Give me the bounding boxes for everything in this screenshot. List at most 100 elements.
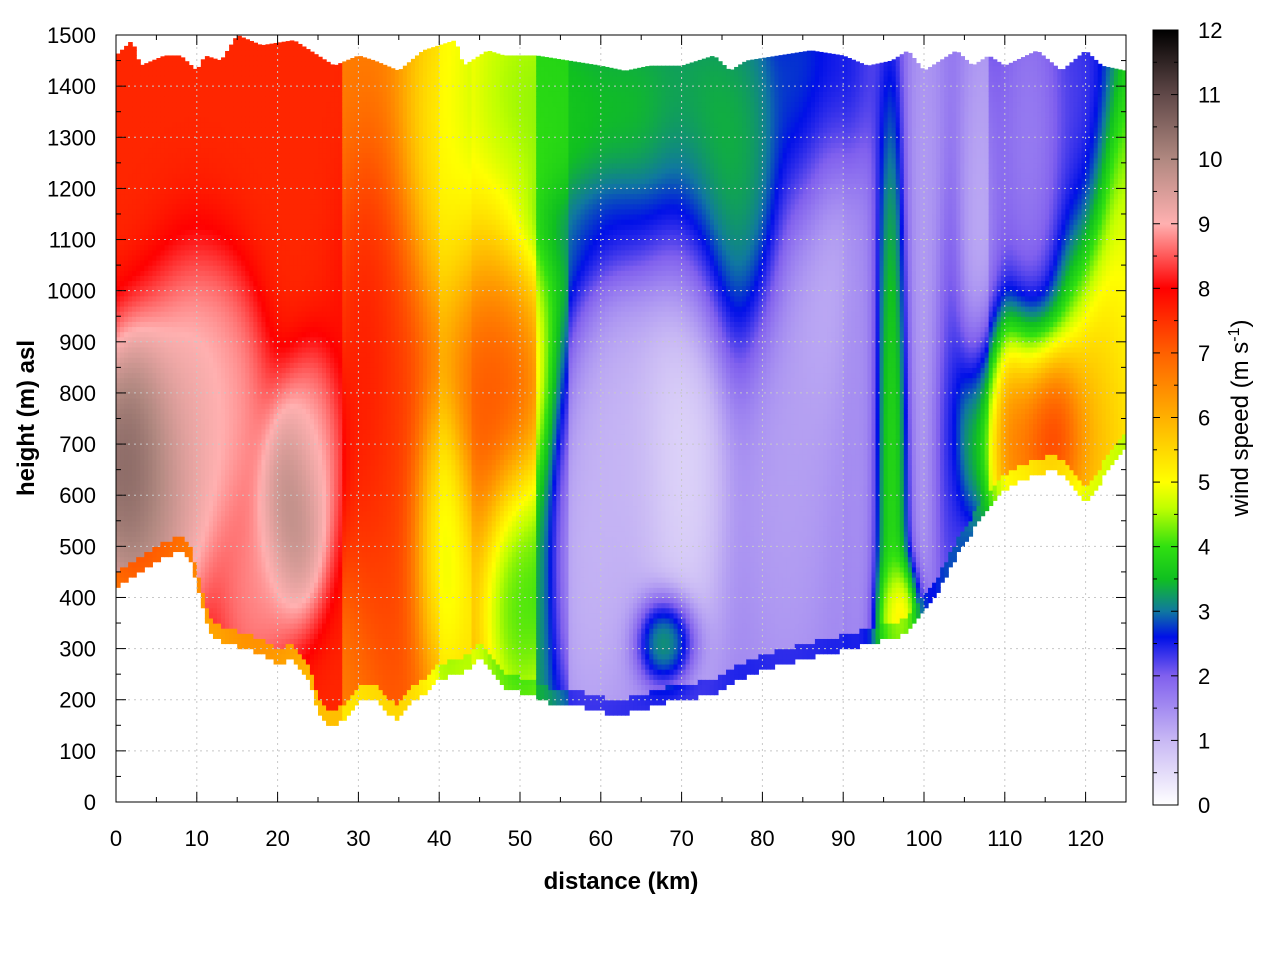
- heatmap-cell: [265, 424, 270, 430]
- heatmap-cell: [233, 383, 238, 389]
- heatmap-cell: [233, 199, 238, 205]
- heatmap-cell: [257, 107, 262, 113]
- heatmap-cell: [213, 255, 218, 261]
- heatmap-cell: [225, 362, 230, 368]
- heatmap-cell: [116, 219, 121, 225]
- heatmap-cell: [249, 470, 254, 476]
- heatmap-cell: [278, 250, 283, 256]
- heatmap-cell: [156, 516, 161, 522]
- heatmap-cell: [140, 465, 145, 471]
- heatmap-cell: [124, 342, 129, 348]
- heatmap-cell: [257, 480, 262, 486]
- heatmap-cell: [282, 101, 287, 107]
- heatmap-cell: [120, 434, 125, 440]
- heatmap-cell: [249, 516, 254, 522]
- heatmap-cell: [221, 306, 226, 312]
- heatmap-cell: [278, 194, 283, 200]
- heatmap-cell: [169, 117, 174, 123]
- heatmap-cell: [209, 398, 214, 404]
- heatmap-cell: [229, 495, 234, 501]
- heatmap-cell: [282, 429, 287, 435]
- heatmap-cell: [169, 137, 174, 143]
- heatmap-cell: [148, 398, 153, 404]
- heatmap-cell: [140, 372, 145, 378]
- heatmap-cell: [152, 424, 157, 430]
- heatmap-cell: [237, 362, 242, 368]
- heatmap-cell: [209, 603, 214, 609]
- heatmap-cell: [173, 101, 178, 107]
- heatmap-cell: [241, 434, 246, 440]
- heatmap-cell: [144, 383, 149, 389]
- heatmap-cell: [136, 153, 141, 159]
- heatmap-cell: [237, 219, 242, 225]
- heatmap-cell: [144, 511, 149, 517]
- heatmap-cell: [217, 357, 222, 363]
- heatmap-cell: [261, 638, 266, 644]
- heatmap-cell: [217, 316, 222, 322]
- heatmap-cell: [177, 316, 182, 322]
- heatmap-cell: [229, 372, 234, 378]
- heatmap-cell: [298, 526, 303, 532]
- heatmap-cell: [217, 188, 222, 194]
- heatmap-cell: [136, 434, 141, 440]
- heatmap-cell: [144, 398, 149, 404]
- heatmap-cell: [265, 91, 270, 97]
- heatmap-cell: [152, 117, 157, 123]
- heatmap-cell: [185, 347, 190, 353]
- heatmap-cell: [213, 546, 218, 552]
- heatmap-cell: [120, 480, 125, 486]
- heatmap-cell: [253, 572, 258, 578]
- heatmap-cell: [156, 280, 161, 286]
- heatmap-cell: [270, 419, 275, 425]
- heatmap-cell: [156, 480, 161, 486]
- heatmap-cell: [249, 378, 254, 384]
- heatmap-cell: [225, 158, 230, 164]
- heatmap-cell: [282, 572, 287, 578]
- heatmap-cell: [209, 306, 214, 312]
- heatmap-cell: [132, 91, 137, 97]
- heatmap-cell: [233, 505, 238, 511]
- heatmap-cell: [270, 240, 275, 246]
- heatmap-cell: [229, 500, 234, 506]
- heatmap-cell: [136, 531, 141, 537]
- heatmap-cell: [213, 96, 218, 102]
- heatmap-cell: [261, 173, 266, 179]
- heatmap-cell: [160, 245, 165, 251]
- heatmap-cell: [286, 638, 291, 644]
- heatmap-cell: [148, 459, 153, 465]
- heatmap-cell: [257, 91, 262, 97]
- heatmap-cell: [120, 408, 125, 414]
- heatmap-cell: [290, 61, 295, 67]
- heatmap-cell: [225, 628, 230, 634]
- heatmap-cell: [177, 444, 182, 450]
- heatmap-cell: [148, 316, 153, 322]
- heatmap-cell: [177, 260, 182, 266]
- heatmap-cell: [245, 434, 250, 440]
- heatmap-cell: [189, 112, 194, 118]
- heatmap-cell: [233, 137, 238, 143]
- heatmap-cell: [290, 551, 295, 557]
- heatmap-cell: [229, 597, 234, 603]
- heatmap-cell: [209, 393, 214, 399]
- heatmap-cell: [132, 173, 137, 179]
- heatmap-cell: [286, 204, 291, 210]
- heatmap-cell: [261, 81, 266, 87]
- heatmap-cell: [253, 470, 258, 476]
- heatmap-cell: [201, 367, 206, 373]
- heatmap-cell: [282, 454, 287, 460]
- heatmap-cell: [152, 137, 157, 143]
- heatmap-cell: [169, 372, 174, 378]
- heatmap-cell: [229, 107, 234, 113]
- heatmap-cell: [286, 613, 291, 619]
- heatmap-cell: [282, 71, 287, 77]
- heatmap-cell: [270, 275, 275, 281]
- heatmap-cell: [225, 91, 230, 97]
- heatmap-cell: [245, 153, 250, 159]
- heatmap-cell: [225, 495, 230, 501]
- heatmap-cell: [233, 393, 238, 399]
- heatmap-cell: [229, 204, 234, 210]
- heatmap-cell: [282, 526, 287, 532]
- heatmap-cell: [128, 408, 133, 414]
- heatmap-cell: [205, 255, 210, 261]
- heatmap-cell: [253, 209, 258, 215]
